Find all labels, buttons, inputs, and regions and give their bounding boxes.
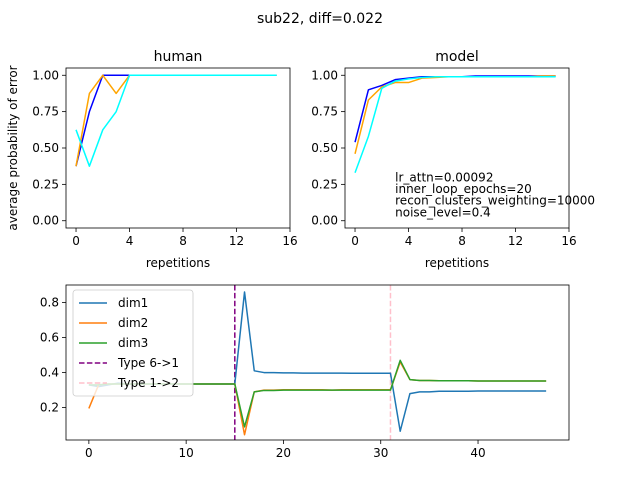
series-1-line [75, 74, 277, 167]
y-tick-label: 0.00 [311, 214, 338, 228]
x-tick-label: 40 [470, 446, 485, 460]
x-tick-label: 8 [458, 234, 466, 248]
y-tick-label: 0.25 [32, 177, 59, 191]
annotation-text: lr_attn=0.00092 [395, 170, 493, 184]
y-tick-label: 0.25 [311, 177, 338, 191]
plot-title: model [435, 49, 479, 65]
y-tick-label: 0.75 [32, 105, 59, 119]
x-tick-label: 20 [276, 446, 291, 460]
annotation-text: inner_loop_epochs=20 [395, 182, 532, 196]
figure-title: sub22, diff=0.022 [257, 11, 383, 27]
legend-label: Type 1->2 [117, 376, 179, 390]
y-axis-label: average probability of error [6, 65, 20, 230]
y-tick-label: 0.2 [40, 401, 59, 415]
legend-label: dim2 [118, 316, 148, 330]
model-plot: 0 4 8 12 16 0.00 0.25 0.50 0.75 1.00 model repetiti… [311, 49, 595, 270]
series-1-line [354, 75, 556, 155]
legend-label: Type 6->1 [117, 356, 179, 370]
x-tick-label: 0 [72, 234, 80, 248]
x-axis-label: repetitions [146, 256, 210, 270]
y-tick-label: 0.50 [311, 141, 338, 155]
plot-title: human [154, 49, 203, 65]
y-tick-label: 0.00 [32, 214, 59, 228]
series-0-line [75, 74, 277, 167]
x-tick-label: 8 [179, 234, 187, 248]
x-tick-label: 4 [126, 234, 134, 248]
y-tick-label: 1.00 [32, 68, 59, 82]
y-tick-label: 1.00 [311, 68, 338, 82]
x-tick-label: 0 [85, 446, 93, 460]
axes-frame [65, 284, 570, 441]
legend-label: dim3 [118, 336, 148, 350]
series-2-line [75, 74, 277, 167]
y-tick-label: 0.6 [40, 331, 59, 345]
legend: dim1 dim2 dim3 Type 6->1 Type 1->2 [72, 289, 194, 397]
x-tick-label: 16 [282, 234, 297, 248]
human-plot: 0 4 8 12 16 0.00 0.25 0.50 0.75 1.00 human repetiti… [6, 49, 298, 270]
y-tick-label: 0.75 [311, 105, 338, 119]
y-tick-label: 0.50 [32, 141, 59, 155]
x-tick-label: 12 [508, 234, 523, 248]
x-tick-label: 16 [561, 234, 576, 248]
x-tick-label: 10 [179, 446, 194, 460]
x-tick-label: 12 [229, 234, 244, 248]
legend-box [72, 289, 194, 397]
axes-frame [65, 67, 291, 229]
axes-frame [344, 67, 570, 229]
y-tick-label: 0.8 [40, 296, 59, 310]
series-2-line [354, 75, 556, 173]
dimension-plot: 0 10 20 30 40 0.2 0.4 0.6 0.8 dim1 dim2 dim3 Type 6-… [40, 284, 570, 460]
x-tick-label: 30 [373, 446, 388, 460]
x-axis-label: repetitions [425, 256, 489, 270]
annotation-text: recon_clusters_weighting=10000 [395, 194, 595, 208]
x-tick-label: 4 [405, 234, 413, 248]
x-tick-label: 0 [351, 234, 359, 248]
annotation-text: noise_level=0.4 [395, 205, 491, 219]
y-tick-label: 0.4 [40, 366, 59, 380]
legend-label: dim1 [118, 296, 148, 310]
